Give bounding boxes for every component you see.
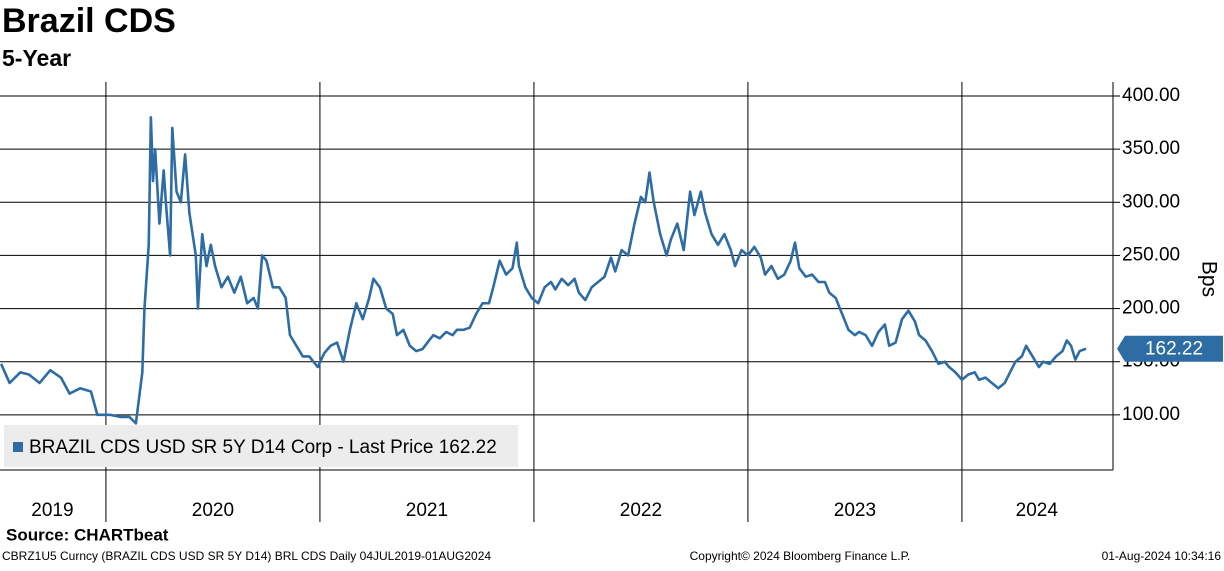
y-tick-label: 300.00	[1122, 191, 1180, 212]
series-line	[0, 115, 1087, 425]
x-tick-label: 2023	[834, 500, 876, 521]
y-tick-label: 400.00	[1122, 85, 1180, 106]
source: Source: CHARTbeat	[6, 525, 169, 544]
y-tick-label: 250.00	[1122, 244, 1180, 265]
legend-text: BRAZIL CDS USD SR 5Y D14 Corp - Last Pri…	[29, 437, 497, 458]
x-tick-label: 2020	[192, 500, 234, 521]
y-tick-label: 100.00	[1122, 404, 1180, 425]
last-price-box	[1117, 335, 1223, 362]
legend: BRAZIL CDS USD SR 5Y D14 Corp - Last Pri…	[4, 425, 518, 467]
footer-right: 01-Aug-2024 10:34:16	[1102, 549, 1222, 563]
chart-subtitle: 5-Year	[2, 45, 71, 71]
chart-title: Brazil CDS	[2, 2, 176, 40]
y-tick-label: 200.00	[1122, 298, 1180, 319]
x-tick-label: 2024	[1016, 500, 1059, 521]
x-tick-label: 2019	[31, 500, 73, 521]
legend-box	[4, 425, 518, 467]
y-axis-label: Bps	[1197, 261, 1220, 297]
legend-swatch	[13, 442, 23, 452]
footer-left: CBRZ1U5 Curncy (BRAZIL CDS USD SR 5Y D14…	[2, 549, 491, 563]
x-tick-label: 2021	[406, 500, 448, 521]
last-price-tag: 162.22	[1117, 335, 1223, 362]
x-tick-label: 2022	[620, 500, 662, 521]
footer-center: Copyright© 2024 Bloomberg Finance L.P.	[690, 549, 911, 563]
y-tick-label: 350.00	[1122, 138, 1180, 159]
last-price-label: 162.22	[1145, 339, 1203, 360]
